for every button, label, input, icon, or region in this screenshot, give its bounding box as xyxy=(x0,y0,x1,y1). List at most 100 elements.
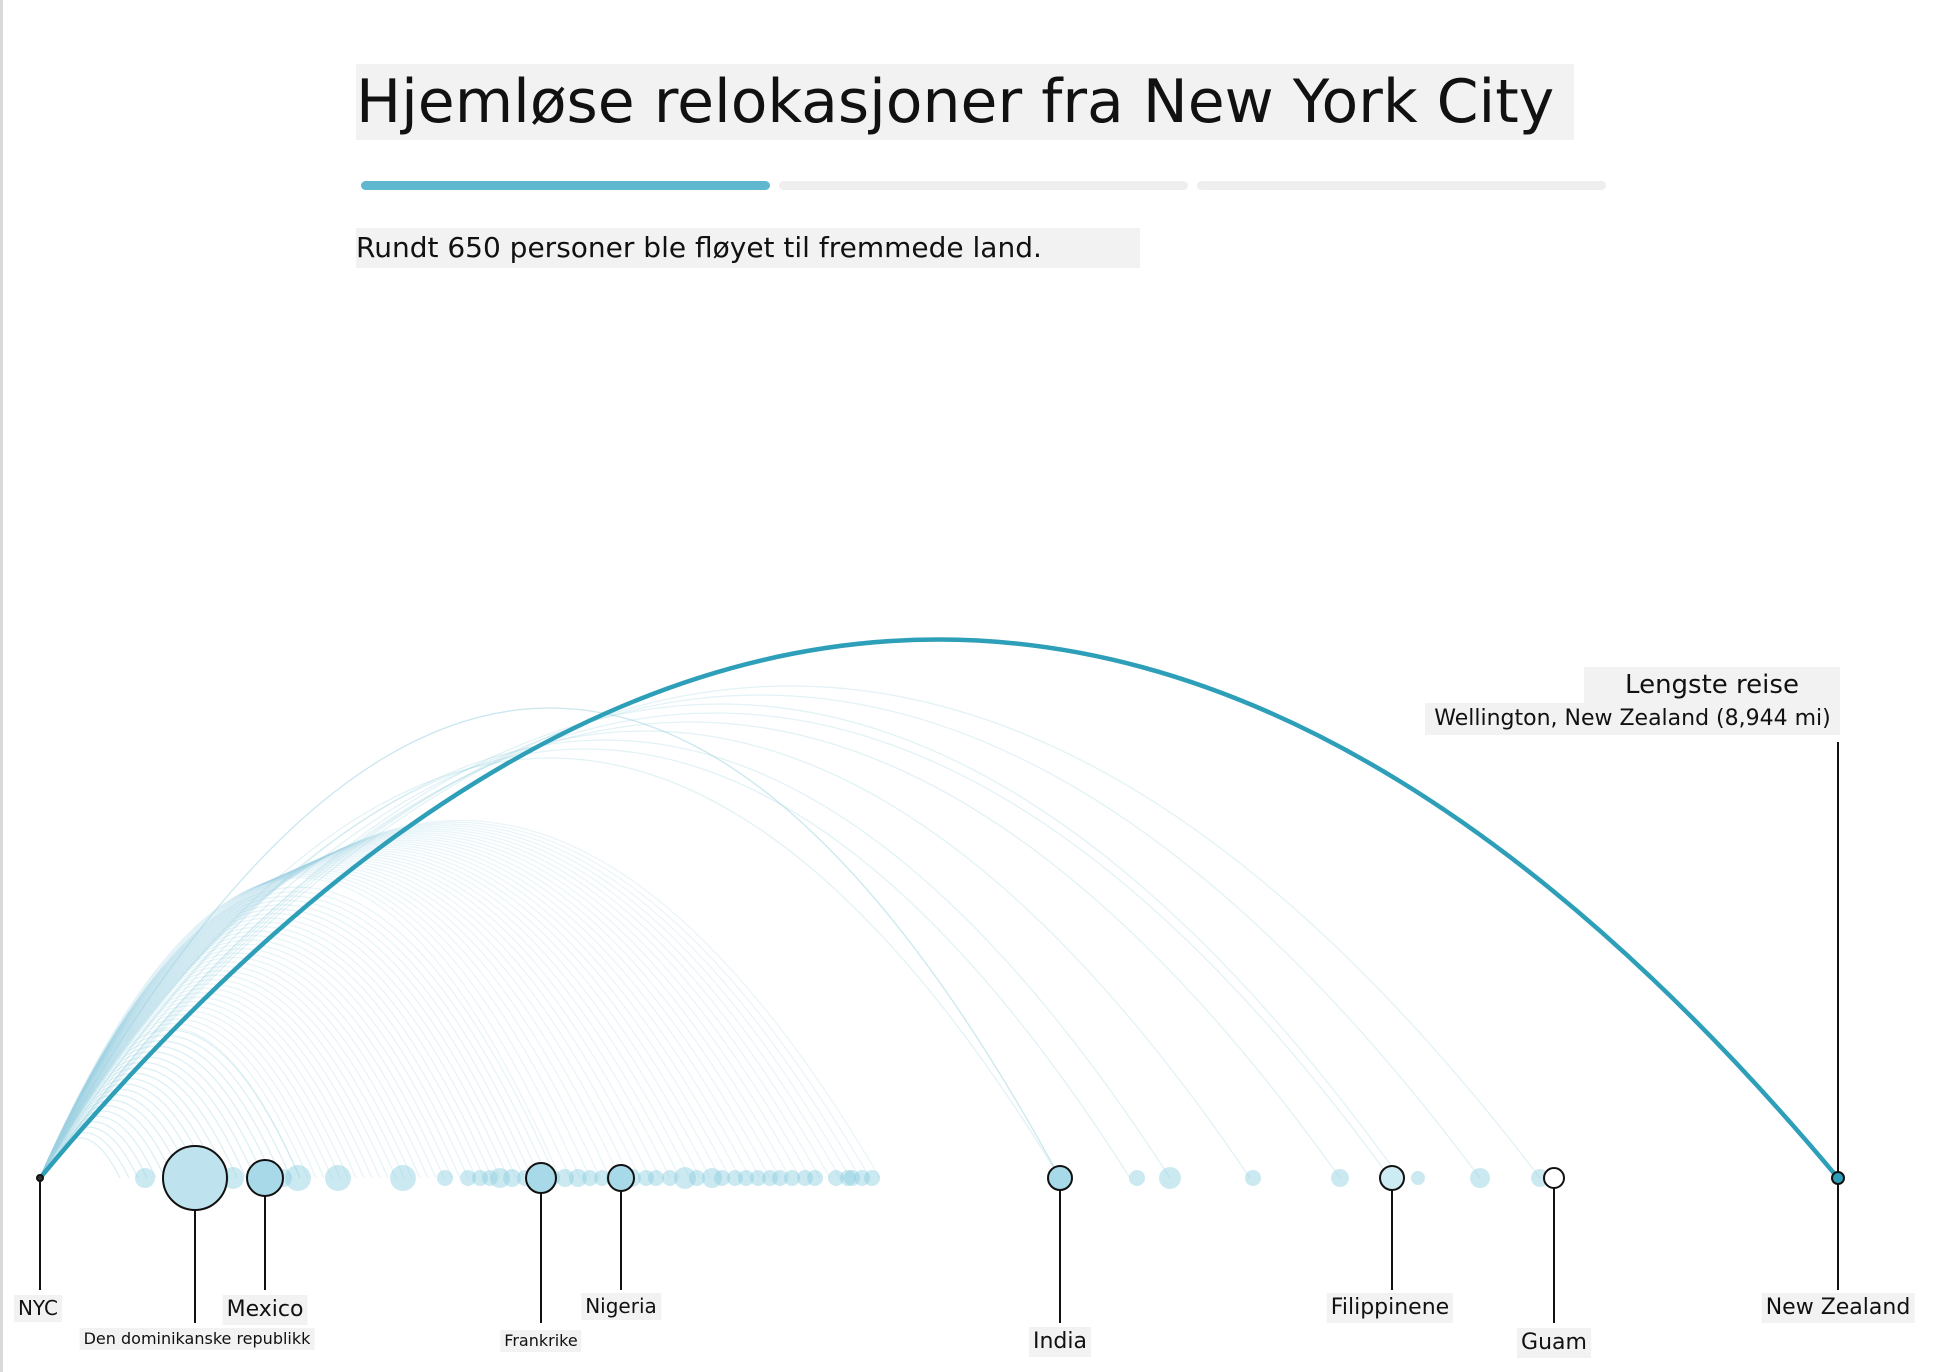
flight-arc xyxy=(39,952,437,1179)
destination-dot xyxy=(1331,1169,1349,1187)
flight-arc xyxy=(39,890,549,1179)
flight-arc xyxy=(39,875,571,1179)
progress-step-1[interactable] xyxy=(361,181,770,190)
flight-arc xyxy=(39,874,581,1179)
flight-arc xyxy=(39,834,801,1179)
destination-dot xyxy=(582,1170,598,1186)
flight-arc xyxy=(39,707,1061,1179)
flight-arc xyxy=(39,917,501,1179)
destination-dot xyxy=(854,1170,870,1186)
destination-dot-group xyxy=(135,1165,1549,1191)
arc-group xyxy=(39,685,1541,1179)
destination-dot-philippines xyxy=(1379,1165,1405,1191)
destination-dot xyxy=(556,1169,574,1187)
flight-arc xyxy=(39,983,381,1179)
flight-arc xyxy=(39,856,681,1179)
label-new-zealand: New Zealand xyxy=(1761,1293,1915,1323)
flight-arc xyxy=(39,987,373,1179)
flight-arc xyxy=(39,1014,325,1179)
destination-dot xyxy=(714,1170,730,1186)
destination-dot xyxy=(762,1170,778,1186)
flight-arc xyxy=(39,870,601,1179)
label-nigeria: Nigeria xyxy=(581,1293,661,1320)
flight-arc xyxy=(39,1027,301,1179)
flight-arc xyxy=(39,827,841,1179)
flight-arc xyxy=(39,965,413,1179)
flight-arc xyxy=(39,1022,309,1179)
flight-arc xyxy=(39,847,731,1179)
leader-line-group xyxy=(39,742,1839,1323)
destination-dot xyxy=(503,1169,521,1187)
flight-arc xyxy=(39,685,1541,1179)
flight-arc xyxy=(39,843,751,1179)
flight-arc xyxy=(39,877,561,1179)
destination-dot xyxy=(772,1170,788,1186)
flight-arc xyxy=(39,939,461,1179)
flight-arc xyxy=(39,721,1341,1179)
destination-dot xyxy=(807,1170,823,1186)
flight-arc xyxy=(39,857,671,1179)
label-philippines: Filippinene xyxy=(1326,1293,1454,1323)
flight-arc xyxy=(39,1094,193,1179)
destination-dot xyxy=(797,1170,813,1186)
flight-arc xyxy=(39,970,405,1179)
flight-arc xyxy=(39,748,1131,1179)
flight-arc xyxy=(39,1099,184,1179)
destination-dot-dominican-republic xyxy=(162,1145,228,1211)
destination-dot xyxy=(325,1165,351,1191)
flight-arc xyxy=(39,819,881,1179)
destination-dot xyxy=(638,1170,654,1186)
flight-arc xyxy=(39,862,641,1179)
destination-dot xyxy=(828,1170,844,1186)
flight-arc xyxy=(39,926,485,1179)
flight-arc xyxy=(39,739,1171,1179)
flight-arc xyxy=(39,934,469,1179)
destination-dot xyxy=(674,1167,696,1189)
flight-arc xyxy=(39,1088,202,1179)
destination-dot xyxy=(1159,1167,1181,1189)
destination-dot-guam xyxy=(1543,1167,1565,1189)
flight-arc xyxy=(39,944,453,1179)
destination-dot xyxy=(1245,1170,1261,1186)
highlight-dot-group xyxy=(36,1145,1845,1211)
flight-arc xyxy=(39,839,771,1179)
destination-dot xyxy=(844,1170,860,1186)
flight-arc xyxy=(39,899,533,1179)
flight-arc xyxy=(39,921,493,1179)
destination-dot-mexico xyxy=(246,1159,284,1197)
destination-dot-nigeria xyxy=(607,1164,635,1192)
progress-step-3[interactable] xyxy=(1197,181,1606,190)
flight-arc xyxy=(39,821,871,1179)
flight-arc xyxy=(39,864,631,1179)
flight-arc xyxy=(39,832,811,1179)
destination-dot xyxy=(460,1170,476,1186)
label-dominican-republic: Den dominikanske republikk xyxy=(79,1328,315,1350)
flight-arc xyxy=(39,996,357,1179)
destination-dot xyxy=(482,1170,498,1186)
flight-arc xyxy=(39,823,861,1179)
flight-arc xyxy=(39,730,1251,1179)
destination-dot xyxy=(1470,1168,1490,1188)
destination-dot xyxy=(784,1170,800,1186)
flight-arc xyxy=(39,1018,317,1179)
destination-dot xyxy=(1411,1171,1425,1185)
label-india: India xyxy=(1029,1327,1091,1357)
destination-dot xyxy=(840,1170,856,1186)
destination-dot-france xyxy=(525,1162,557,1194)
flight-arc xyxy=(39,829,831,1179)
destination-dot xyxy=(472,1170,488,1186)
flight-arc xyxy=(39,908,517,1179)
flight-arc xyxy=(39,844,741,1179)
flight-arc xyxy=(39,830,821,1179)
destination-dot xyxy=(490,1168,510,1188)
progress-step-2[interactable] xyxy=(779,181,1188,190)
longest-trip-heading: Lengste reise xyxy=(1584,667,1840,703)
destination-dot xyxy=(648,1170,664,1186)
longest-trip-detail: Wellington, New Zealand (8,944 mi) xyxy=(1425,703,1840,735)
flight-arc xyxy=(39,712,1391,1179)
destination-dot xyxy=(594,1170,610,1186)
flight-arc xyxy=(39,992,365,1179)
label-guam: Guam xyxy=(1517,1328,1591,1358)
destination-dot xyxy=(1129,1170,1145,1186)
